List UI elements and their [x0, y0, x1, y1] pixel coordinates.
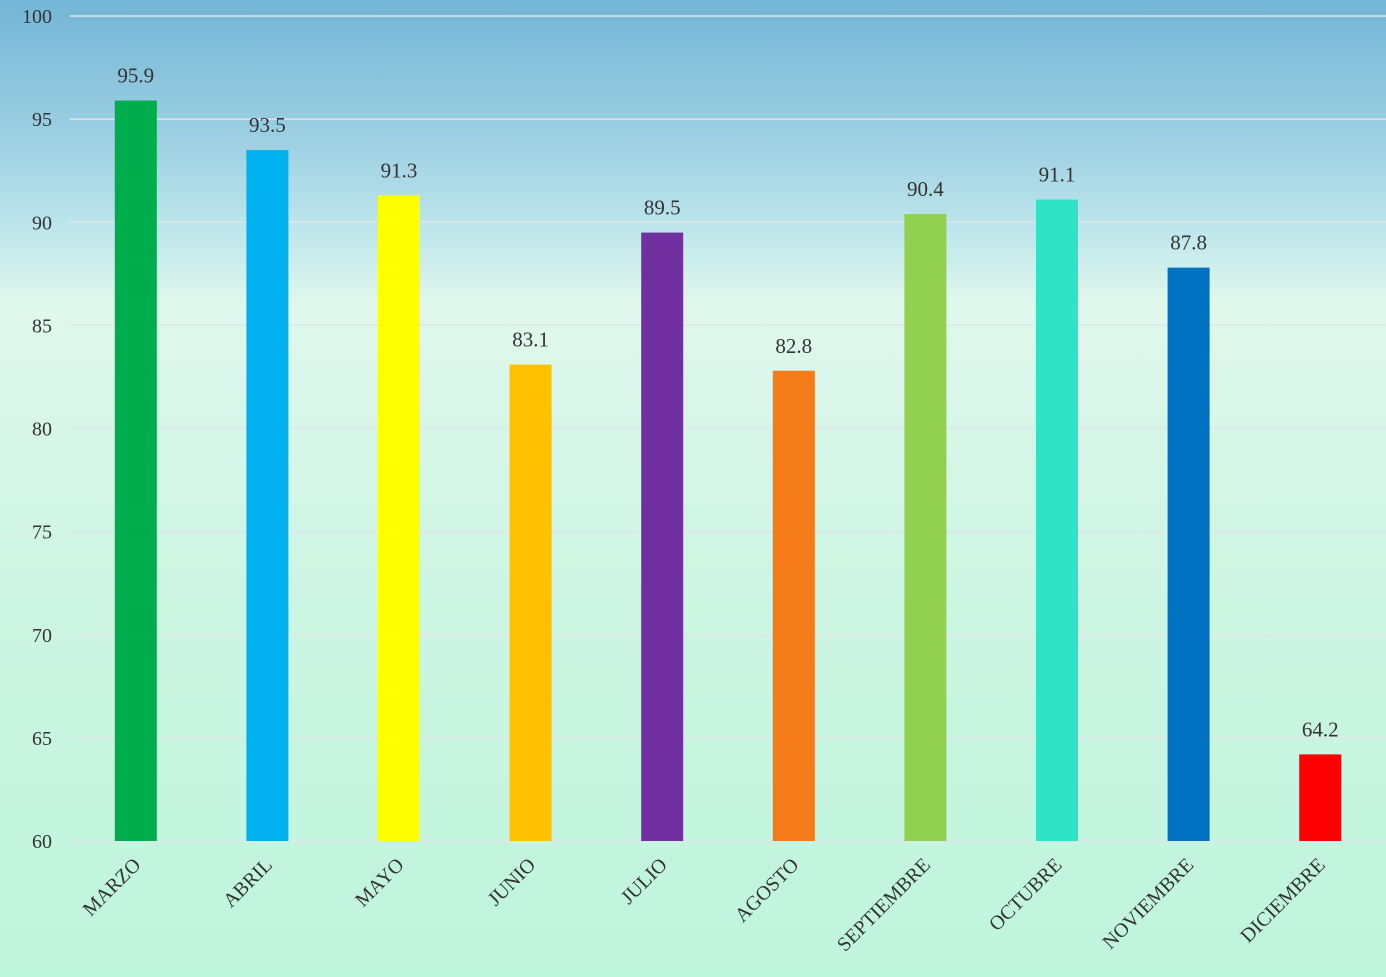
value-label: 90.4	[907, 177, 944, 201]
y-axis: 60 65 70 75 80 85 90 95 100	[22, 6, 52, 853]
value-label: 91.1	[1039, 163, 1076, 187]
value-label: 93.5	[249, 113, 286, 137]
x-tick-label: AGOSTO	[731, 854, 804, 927]
value-label: 83.1	[512, 328, 549, 352]
y-tick-label: 95	[32, 109, 52, 131]
bar-septiembre	[904, 214, 947, 841]
y-tick-label: 65	[32, 728, 52, 750]
bars	[114, 100, 1342, 841]
y-tick-label: 80	[32, 419, 52, 441]
bar-abril	[246, 150, 289, 841]
y-tick-label: 70	[32, 625, 52, 647]
bar-junio	[509, 364, 552, 841]
x-tick-label: MAYO	[351, 854, 408, 911]
x-axis: MARZO ABRIL MAYO JUNIO JULIO AGOSTO SEPTIEMBRE…	[79, 854, 1330, 956]
bar-agosto	[772, 370, 815, 841]
value-label: 91.3	[381, 158, 418, 182]
bar-noviembre	[1167, 267, 1210, 841]
data-labels: 95.9 93.5 91.3 83.1 89.5 82.8 90.4 91.1 87.8 64.2	[117, 64, 1338, 742]
value-label: 87.8	[1170, 231, 1207, 255]
x-tick-label: JUNIO	[484, 854, 540, 910]
x-tick-label: ABRIL	[219, 854, 277, 912]
bar-julio	[641, 232, 684, 841]
y-tick-label: 75	[32, 522, 52, 544]
x-tick-label: MARZO	[79, 854, 146, 921]
bar-diciembre	[1299, 754, 1342, 841]
y-tick-label: 90	[32, 212, 52, 234]
gridlines	[70, 15, 1386, 842]
y-tick-label: 60	[32, 831, 52, 853]
y-tick-label: 100	[22, 6, 52, 28]
x-tick-label: DICIEMBRE	[1236, 854, 1329, 947]
x-tick-label: JULIO	[617, 854, 672, 909]
y-tick-label: 85	[32, 315, 52, 337]
bar-mayo	[378, 195, 420, 841]
value-label: 95.9	[117, 64, 154, 88]
x-tick-label: NOVIEMBRE	[1099, 854, 1199, 954]
value-label: 89.5	[644, 196, 681, 220]
bar-octubre	[1036, 199, 1078, 841]
value-label: 64.2	[1302, 717, 1339, 741]
bar-marzo	[114, 100, 157, 841]
x-tick-label: SEPTIEMBRE	[833, 854, 935, 956]
value-label: 82.8	[775, 334, 812, 358]
x-tick-label: OCTUBRE	[985, 854, 1067, 936]
